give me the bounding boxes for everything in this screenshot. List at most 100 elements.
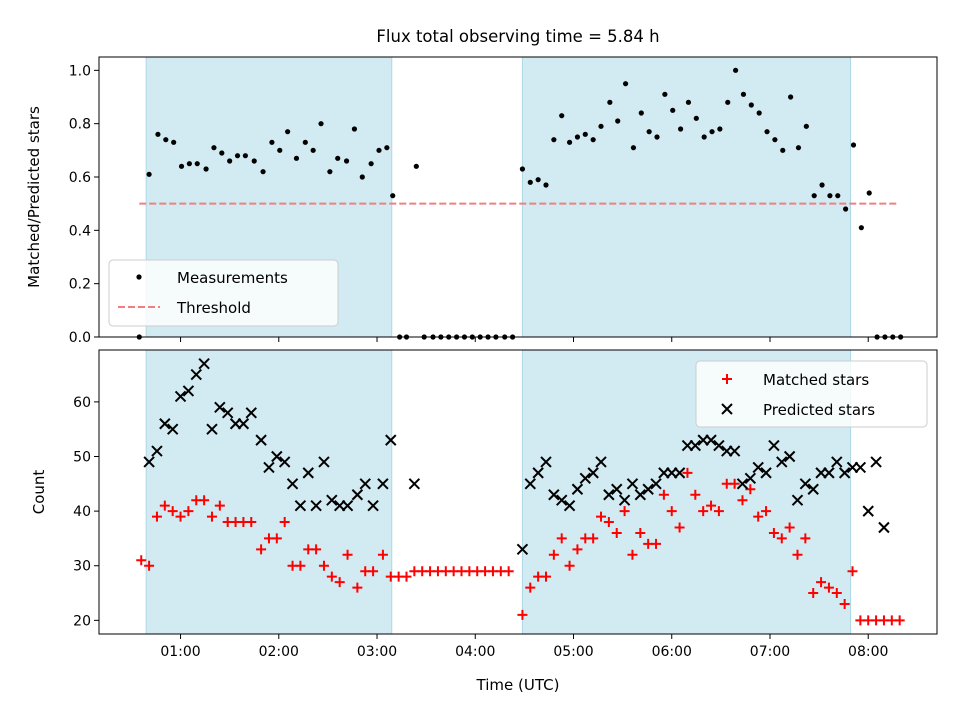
- predicted-star-point: [838, 467, 851, 479]
- matched-star-point: [611, 527, 622, 538]
- measurement-point: [234, 153, 241, 159]
- matched-legend-marker: [722, 374, 732, 384]
- measurement-point: [843, 206, 849, 212]
- matched-star-point: [377, 549, 388, 560]
- predicted-star-point: [532, 467, 544, 479]
- measurement-point: [772, 137, 778, 143]
- measurement-point: [780, 147, 786, 153]
- matched-star-point: [279, 517, 290, 528]
- measurement-point: [607, 99, 613, 105]
- predicted-star-point: [294, 499, 307, 512]
- matched-star-point: [627, 549, 638, 560]
- count-panel: 20 30 40 50 60 01:00 02:00 03:00 04:00 05:00 06:00…: [30, 349, 938, 694]
- matched-star-point: [682, 467, 693, 478]
- measurement-point: [685, 99, 692, 105]
- predicted-star-point: [263, 461, 275, 474]
- observing-window-top-1: [521, 56, 852, 338]
- measurement-legend-marker: [136, 274, 142, 280]
- measurement-point: [574, 134, 581, 140]
- measurement-point: [343, 158, 350, 164]
- measurement-point: [163, 137, 169, 143]
- measurement-point: [866, 190, 872, 196]
- predicted-star-point: [791, 494, 804, 506]
- matched-star-point: [368, 566, 379, 577]
- legend-box: [108, 259, 339, 327]
- predicted-star-point: [650, 478, 662, 490]
- measurement-point: [368, 161, 374, 167]
- matched-star-point: [690, 489, 701, 500]
- y-tick-label: 0.0: [69, 330, 91, 346]
- matched-star-point: [729, 478, 740, 489]
- matched-star-point: [556, 533, 567, 544]
- matched-star-point: [808, 588, 819, 599]
- matched-star-point: [352, 582, 363, 593]
- y-axis-label: Matched/Predicted stars: [25, 106, 43, 288]
- predicted-star-point: [359, 478, 371, 490]
- predicted-star-point: [611, 483, 623, 495]
- measurement-point: [717, 126, 723, 132]
- measurement-point: [756, 110, 762, 116]
- matched-star-point: [784, 522, 795, 533]
- matched-star-point: [572, 544, 583, 555]
- measurement-point: [733, 67, 739, 73]
- predicted-star-point: [642, 483, 654, 495]
- matched-star-point: [768, 527, 779, 538]
- measurement-point: [335, 155, 341, 161]
- measurement-point: [285, 129, 291, 135]
- matched-star-point: [792, 549, 803, 560]
- measurement-point: [219, 150, 225, 156]
- matched-star-point: [706, 500, 717, 511]
- predicted-star-point: [603, 489, 615, 501]
- matched-star-point: [144, 560, 155, 571]
- measurement-point: [559, 113, 565, 119]
- predicted-star-point: [198, 357, 210, 370]
- measurement-point: [194, 161, 200, 167]
- y-tick-label: 20: [73, 613, 91, 629]
- matched-star-point: [753, 511, 764, 522]
- measurement-point: [327, 169, 333, 175]
- y-tick-label: 0.8: [69, 117, 91, 133]
- measurement-point: [630, 145, 637, 151]
- matched-star-point: [588, 533, 599, 544]
- predicted-star-point: [870, 456, 882, 468]
- matched-star-point: [525, 582, 536, 593]
- measurement-point: [203, 166, 209, 172]
- measurement-point: [260, 169, 266, 175]
- predicted-star-point: [318, 456, 330, 468]
- predicted-star-point: [408, 478, 421, 490]
- matched-star-point: [548, 549, 559, 560]
- x-tick-label: 01:00: [160, 644, 200, 660]
- matched-star-point: [674, 522, 685, 533]
- matched-star-point: [651, 538, 662, 549]
- measurement-point: [277, 147, 283, 153]
- measurement-point: [693, 115, 699, 121]
- predicted-star-point: [587, 467, 599, 479]
- predicted-star-point: [245, 407, 257, 419]
- predicted-star-point: [214, 401, 226, 414]
- axes-frame-top: [98, 56, 938, 338]
- predicted-star-point: [783, 450, 796, 463]
- predicted-star-point: [595, 456, 607, 468]
- x-tick-label: 06:00: [652, 644, 692, 660]
- predicted-star-point: [807, 483, 819, 495]
- y-tick-label: 0.6: [69, 170, 91, 186]
- matched-star-point: [831, 588, 842, 599]
- predicted-star-point: [752, 461, 764, 474]
- chart-title: Flux total observing time = 5.84 h: [376, 27, 659, 46]
- measurement-point: [519, 166, 526, 172]
- measurement-point: [171, 139, 177, 145]
- predicted-star-point: [831, 456, 843, 468]
- matched-star-point: [761, 506, 772, 517]
- matched-star-point: [167, 506, 178, 517]
- matched-star-point: [175, 511, 186, 522]
- predicted-star-point: [878, 521, 890, 534]
- matched-star-point: [596, 511, 607, 522]
- predicted-star-point: [713, 439, 725, 452]
- measurement-point: [535, 177, 541, 183]
- matched-star-point: [816, 577, 827, 588]
- matched-star-point: [326, 571, 337, 582]
- measurement-point: [590, 137, 596, 143]
- measurement-point: [302, 139, 308, 145]
- matched-star-point: [159, 500, 170, 511]
- matched-star-point: [517, 609, 528, 620]
